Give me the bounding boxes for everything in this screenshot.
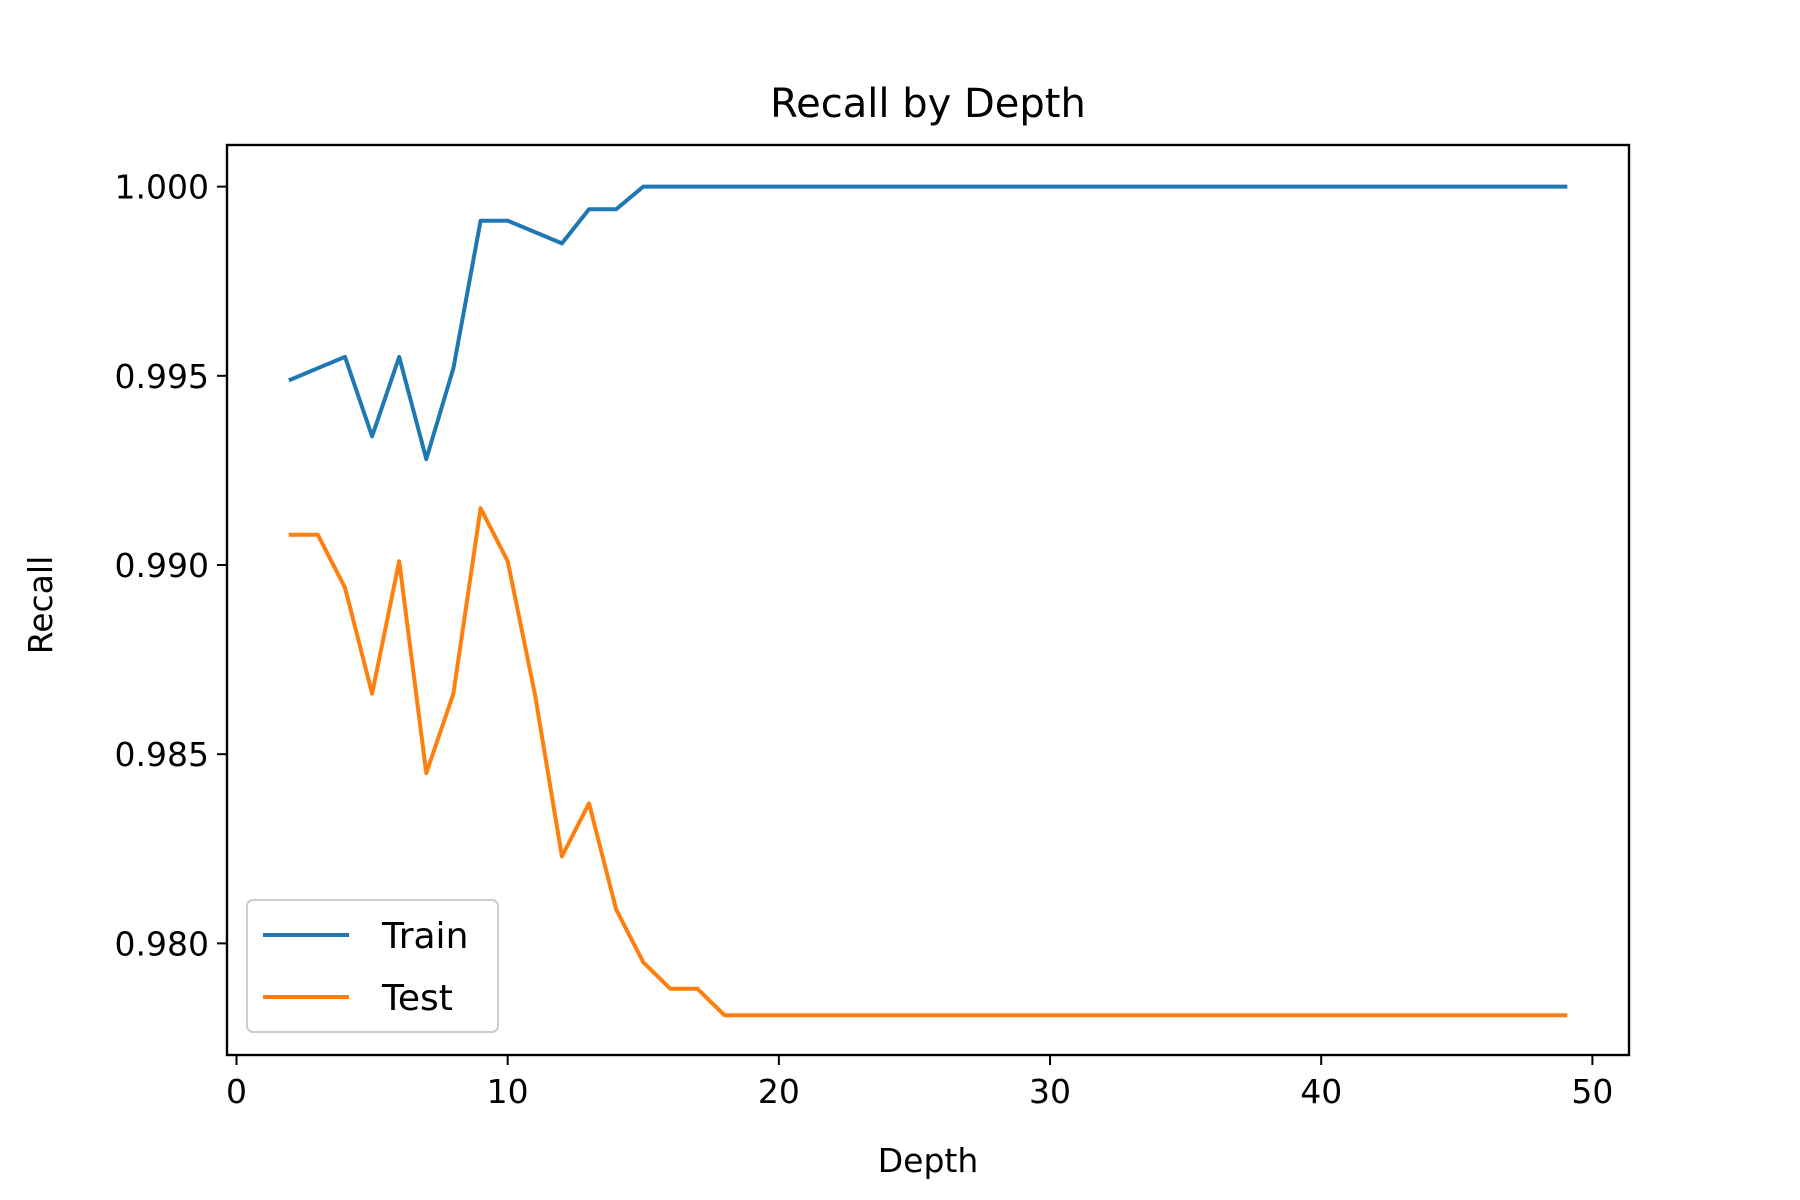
x-tick-label: 30 [1029, 1072, 1071, 1111]
y-tick-label: 0.990 [115, 546, 209, 585]
x-tick-label: 10 [487, 1072, 529, 1111]
y-tick-label: 1.000 [115, 168, 209, 207]
x-tick-label: 0 [226, 1072, 247, 1111]
y-tick-label: 0.995 [115, 357, 209, 396]
x-tick-label: 40 [1300, 1072, 1342, 1111]
x-axis-label: Depth [878, 1141, 979, 1180]
x-tick-label: 20 [758, 1072, 800, 1111]
plot-frame [225, 143, 1631, 1057]
legend-label-test: Test [381, 978, 453, 1019]
legend-label-train: Train [381, 916, 468, 957]
legend: Train Test [246, 899, 499, 1033]
y-axis-label: Recall [21, 556, 60, 654]
series-layer [288, 184, 1568, 1018]
series-line-test [288, 506, 1568, 1018]
x-axis: 0 10 20 30 40 50 [226, 1055, 1613, 1111]
y-tick-label: 0.985 [115, 735, 209, 774]
series-line-train [288, 184, 1568, 462]
chart-title: Recall by Depth [770, 81, 1086, 127]
y-axis: 0.980 0.985 0.990 0.995 1.000 [115, 168, 227, 963]
x-tick-label: 50 [1571, 1072, 1613, 1111]
y-tick-label: 0.980 [115, 924, 209, 963]
